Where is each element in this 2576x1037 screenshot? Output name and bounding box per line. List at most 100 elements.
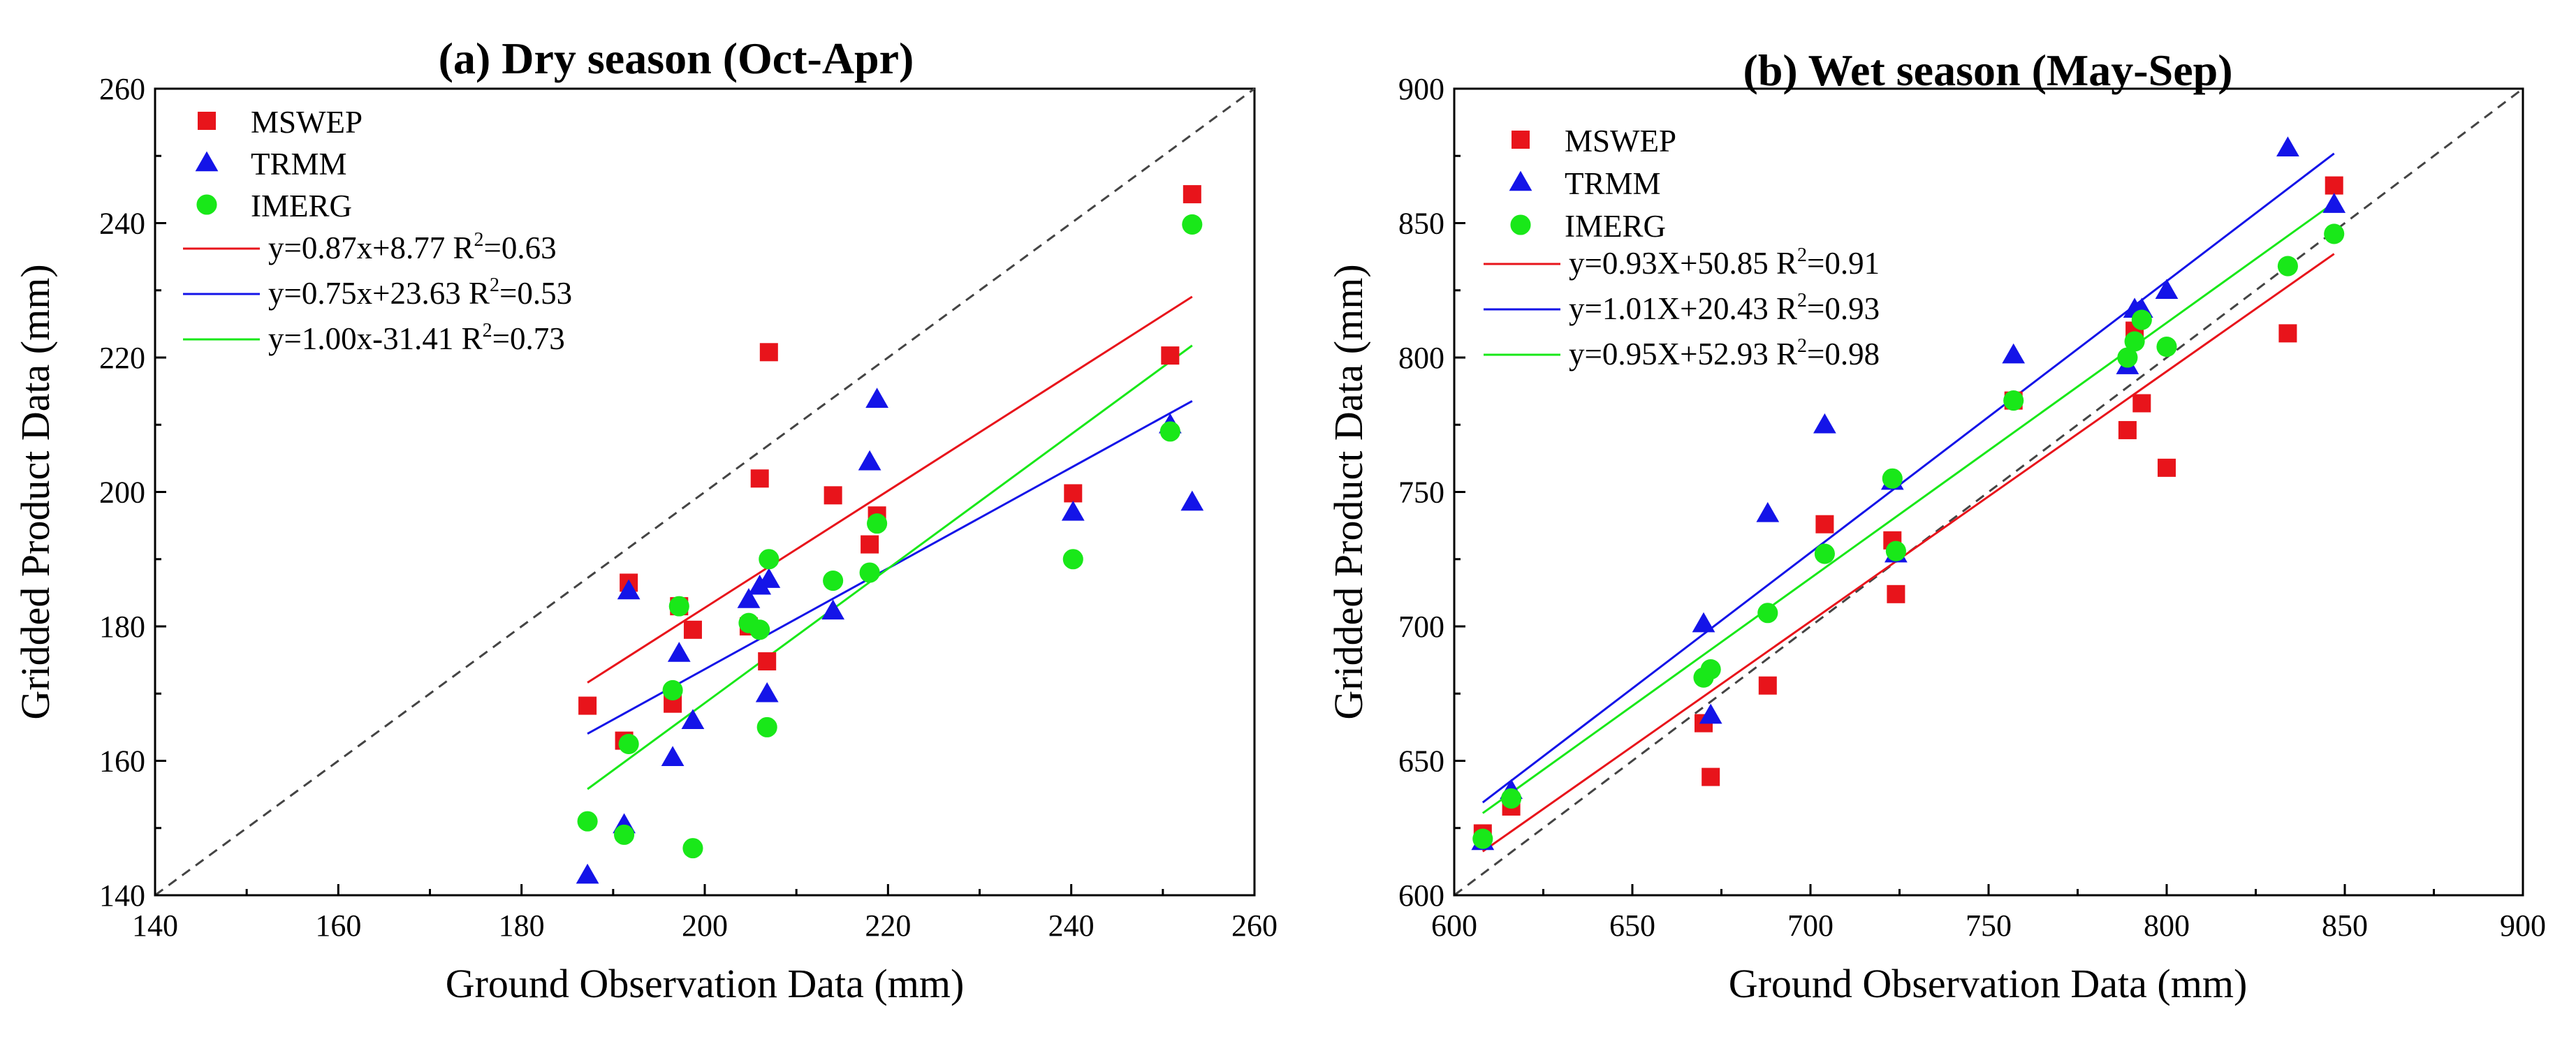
chart-1-mswep-point	[578, 696, 597, 715]
chart-2-x-tick-label: 800	[2144, 909, 2190, 943]
chart-2-y-axis-label: Gridded Product Data (mm)	[1326, 264, 1371, 719]
chart-2-fit-line-2	[1481, 152, 2335, 804]
chart-2-legend-marker-mswep	[1512, 131, 1530, 149]
chart-1-imerg-point	[823, 570, 844, 591]
chart-1-trmm-point	[617, 579, 641, 600]
chart-2-mswep-point	[1758, 676, 1777, 695]
chart-1-mswep-point	[1161, 346, 1180, 365]
chart-1-imerg-point	[756, 716, 777, 737]
chart-2-title: (b) Wet season (May-Sep)	[1743, 45, 2233, 95]
chart-2-legend-label-mswep: MSWEP	[1565, 124, 1676, 159]
chart-2-mswep-point	[2118, 420, 2137, 439]
chart-1-legend-fit-r2-superscript: 2	[474, 229, 484, 251]
chart-1-legend-marker-imerg	[196, 194, 217, 215]
chart-2-legend-fit-r2-superscript: 2	[1797, 290, 1807, 311]
chart-2-trmm-point	[2276, 136, 2299, 156]
chart-2-legend-fit-r2-superscript: 2	[1797, 244, 1807, 266]
chart-1-x-tick-label: 200	[682, 909, 728, 943]
chart-2-imerg-point	[1814, 543, 1835, 564]
chart-1-imerg-point	[759, 549, 780, 570]
chart-1-legend-fit-r2-superscript: 2	[483, 320, 492, 341]
chart-2-x-axis-label: Ground Observation Data (mm)	[1729, 961, 2248, 1006]
chart-1-legend-marker-mswep	[198, 112, 216, 130]
chart-2-one-to-one-line	[1454, 87, 2524, 897]
chart-2-y-tick-label: 850	[1398, 207, 1444, 241]
chart-2-y-tick-label: 700	[1398, 610, 1444, 644]
chart-2-mswep-point	[2132, 394, 2151, 413]
chart-1-trmm-point	[681, 709, 705, 730]
chart-2-x-tick-label: 900	[2500, 909, 2546, 943]
chart-2-legend-fit-r2-value: =0.98	[1807, 337, 1880, 372]
chart-1-legend-fit-equation-1: y=0.87x+8.77 R2=0.63	[268, 229, 557, 265]
chart-1-mswep-point	[759, 343, 778, 362]
chart-2-mswep-point	[2278, 324, 2297, 343]
chart-2-mswep-point	[2325, 176, 2343, 195]
chart-1-series-imerg	[577, 214, 1203, 859]
chart-2-legend-fit-r2-value: =0.91	[1807, 246, 1880, 281]
chart-1-panel: 140 160 180 200 220 240 260 140 160 180 200 220 240 2…	[13, 34, 1278, 1006]
chart-2-imerg-point	[1501, 788, 1522, 809]
chart-1-trmm-point	[661, 746, 685, 766]
chart-2-y-tick-label: 800	[1398, 341, 1444, 375]
chart-2-trmm-point	[2002, 343, 2026, 364]
chart-1-trmm-point	[821, 599, 845, 620]
chart-1-mswep-point	[1183, 185, 1201, 204]
chart-1-trmm-point	[757, 568, 781, 588]
chart-1-x-tick-label: 260	[1231, 909, 1278, 943]
chart-1-mswep-point	[824, 486, 842, 505]
chart-2-x-tick-label: 700	[1787, 909, 1834, 943]
chart-1-y-tick-label: 180	[99, 610, 145, 644]
chart-2-imerg-point	[2324, 223, 2345, 244]
chart-2-imerg-point	[1885, 540, 1906, 561]
chart-1-imerg-point	[668, 596, 689, 617]
chart-1-imerg-point	[1062, 549, 1083, 570]
chart-1-mswep-point	[758, 652, 777, 671]
chart-2-imerg-point	[1472, 828, 1493, 849]
chart-1-x-tick-label: 240	[1048, 909, 1095, 943]
chart-1-y-tick-label: 240	[99, 207, 145, 241]
chart-2-trmm-point	[1692, 612, 1715, 633]
chart-1-y-tick-label: 160	[99, 744, 145, 779]
chart-2-legend-label-imerg: IMERG	[1565, 209, 1666, 244]
chart-2-imerg-point	[2124, 331, 2145, 352]
chart-1-mswep-point	[1064, 484, 1083, 503]
chart-1-title: (a) Dry season (Oct-Apr)	[439, 34, 914, 83]
chart-1-trmm-point	[755, 682, 779, 703]
chart-2-legend-marker-trmm	[1509, 170, 1532, 191]
chart-1-trmm-point	[576, 863, 599, 884]
chart-1-legend-fit-r2-value: =0.63	[484, 230, 557, 265]
chart-1-fit-line-3	[587, 344, 1193, 790]
chart-1-series-mswep	[578, 185, 1201, 750]
chart-1-mswep-point	[861, 535, 879, 554]
chart-1-legend-fit-equation-3: y=1.00x-31.41 R2=0.73	[268, 320, 565, 356]
chart-2-legend-label-trmm: TRMM	[1565, 166, 1661, 201]
chart-2-y-tick-label: 650	[1398, 744, 1444, 779]
chart-1-mswep-point	[750, 469, 769, 488]
chart-2-y-tick-label: 750	[1398, 476, 1444, 510]
chart-1-imerg-point	[682, 838, 703, 859]
chart-2-imerg-point	[1700, 659, 1721, 680]
chart-2-imerg-point	[1882, 468, 1903, 489]
chart-1-legend-marker-trmm	[195, 151, 219, 172]
chart-2-trmm-point	[2322, 193, 2346, 213]
chart-1-one-to-one-line	[154, 87, 1255, 897]
chart-2-mswep-point	[1887, 584, 1905, 603]
chart-2-mswep-point	[1702, 767, 1720, 786]
chart-2-x-tick-label: 850	[2322, 909, 2368, 943]
chart-2-series-imerg	[1472, 223, 2345, 849]
chart-2-legend-fit-r2-value: =0.93	[1807, 291, 1880, 326]
chart-1-x-tick-label: 220	[865, 909, 911, 943]
chart-1-imerg-point	[577, 811, 598, 832]
chart-1-imerg-point	[614, 824, 635, 845]
chart-1-x-tick-label: 160	[315, 909, 361, 943]
chart-2-legend-marker-imerg	[1510, 214, 1531, 235]
chart-1-trmm-point	[667, 642, 691, 662]
chart-2-legend-fit-equation-2: y=1.01X+20.43 R2=0.93	[1569, 290, 1880, 326]
chart-1-trmm-point	[865, 388, 888, 408]
chart-1-imerg-point	[618, 733, 639, 754]
chart-2-fit-line-1	[1481, 253, 2335, 853]
chart-1-x-tick-label: 140	[132, 909, 178, 943]
chart-2-imerg-point	[2003, 390, 2024, 411]
chart-2-imerg-point	[2117, 347, 2138, 368]
